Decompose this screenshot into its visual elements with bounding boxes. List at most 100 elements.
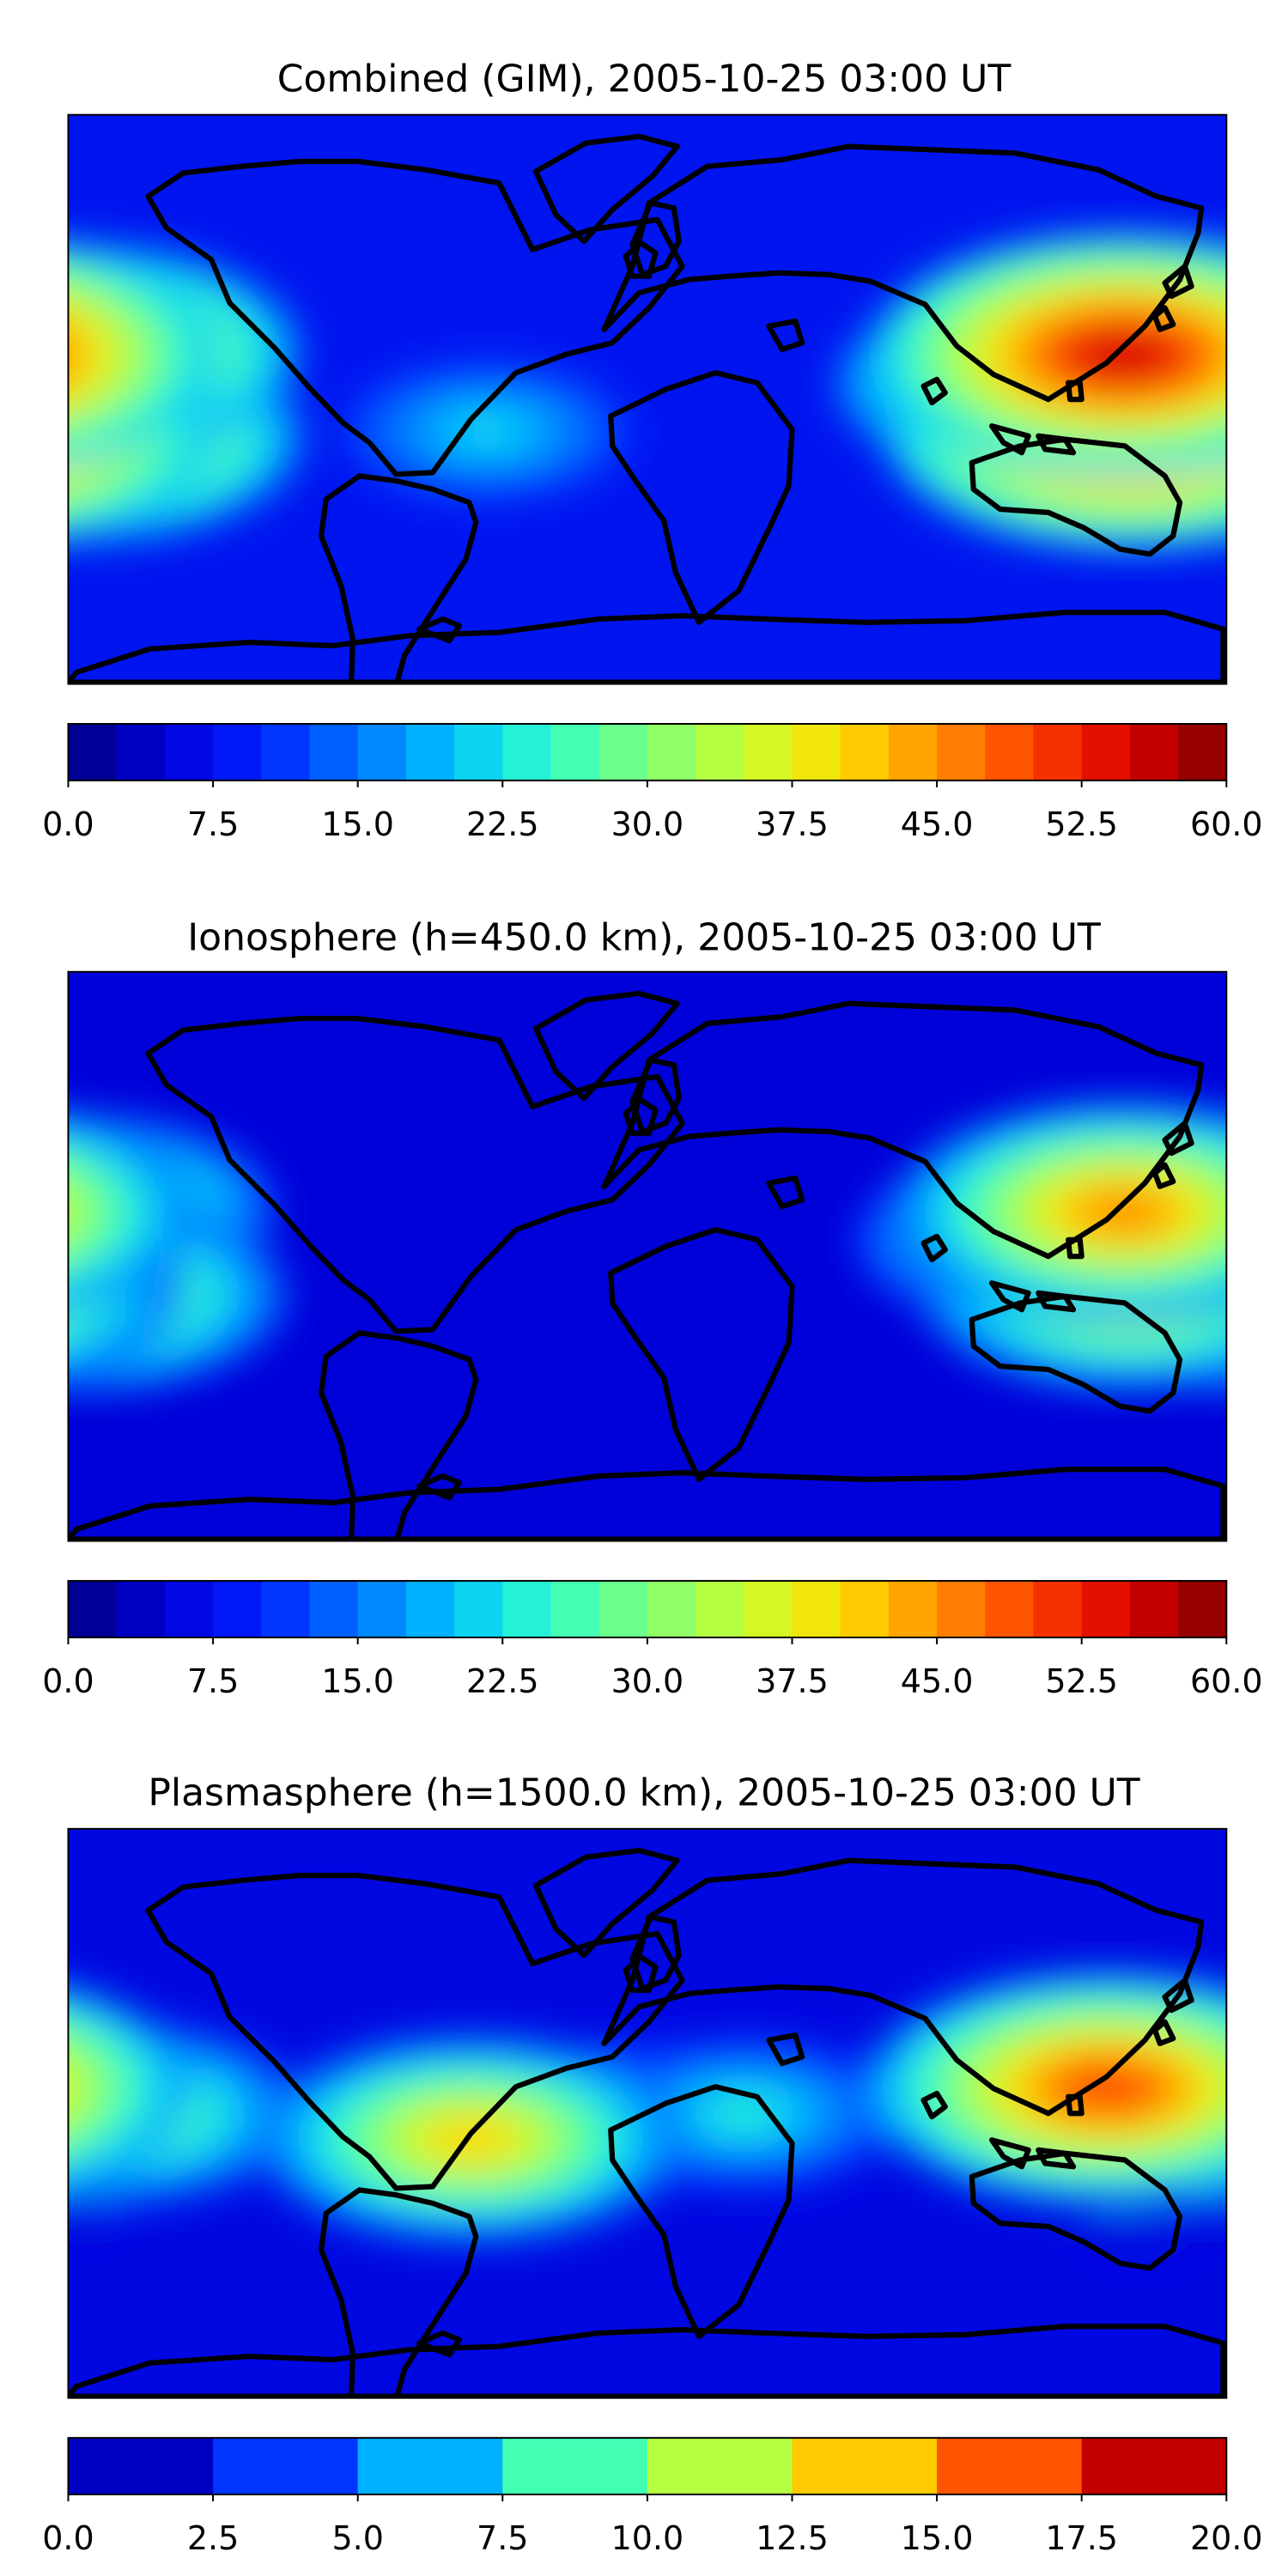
colorbar-segment <box>792 724 841 781</box>
colorbar-tick-label: 30.0 <box>611 805 684 843</box>
colorbar-segment <box>1129 1581 1179 1637</box>
colorbar-tick-label: 45.0 <box>901 805 974 843</box>
colorbar-segment <box>1081 724 1131 781</box>
heatmap-hotspot <box>1127 2235 1146 2245</box>
colorbar-segment <box>744 1581 793 1637</box>
colorbar-segment <box>454 1581 503 1637</box>
colorbar-segment <box>261 1581 311 1637</box>
colorbar-segment <box>1033 1581 1083 1637</box>
colorbar-segment <box>357 2438 503 2495</box>
colorbar-tick-label: 20.0 <box>1190 2519 1263 2557</box>
heatmap-field <box>68 114 1227 684</box>
colorbar-segment <box>309 724 359 781</box>
colorbar: 0.0 7.5 15.0 22.5 30.0 37.5 45.0 52.5 60.0 <box>42 1580 1263 1700</box>
colorbar-segment <box>840 724 890 781</box>
map-frame <box>67 113 1228 685</box>
colorbar-segment <box>647 2438 793 2495</box>
colorbar-tick-label: 12.5 <box>756 2519 829 2557</box>
heatmap-hotspot-wrap <box>68 337 76 374</box>
colorbar-segment <box>647 1581 696 1637</box>
colorbar-segment <box>68 2438 214 2495</box>
colorbar-segment <box>68 1581 118 1637</box>
colorbar-tick-label: 5.0 <box>331 2519 383 2557</box>
colorbar-tick-label: 7.5 <box>187 805 239 843</box>
colorbar-segment <box>598 1581 648 1637</box>
colorbar-segment <box>937 2438 1083 2495</box>
colorbar-frame <box>67 2437 1228 2496</box>
panel-title: Ionosphere (h=450.0 km), 2005-10-25 03:0… <box>187 916 1101 960</box>
heatmap-hotspot-wrap <box>68 1193 76 1231</box>
colorbar-segment <box>1178 724 1227 781</box>
colorbar-segment <box>213 724 262 781</box>
colorbar-segment <box>792 2438 938 2495</box>
colorbar: 0.0 7.5 15.0 22.5 30.0 37.5 45.0 52.5 60.0 <box>42 723 1263 843</box>
heatmap-hotspot <box>1063 2067 1151 2110</box>
heatmap-blobs <box>68 1971 1227 2265</box>
heatmap-hotspot-wrap <box>68 1283 69 1293</box>
colorbar-segment <box>937 724 986 781</box>
heatmap-hotspot-wrap <box>1195 2196 1227 2233</box>
colorbar-segment <box>1178 1581 1227 1637</box>
colorbar-tick-label: 0.0 <box>42 2519 94 2557</box>
heatmap-hotspot-wrap <box>68 320 91 390</box>
colorbar-tick-label: 22.5 <box>466 1662 539 1700</box>
heatmap-hotspot-wrap <box>68 363 73 404</box>
colorbar: 0.0 2.5 5.0 7.5 10.0 12.5 15.0 17.5 20.0 <box>42 2437 1263 2557</box>
panel-plasmasphere: Plasmasphere (h=1500.0 km), 2005-10-25 0… <box>42 1771 1263 2557</box>
colorbar-segment <box>550 724 600 781</box>
colorbar-segment <box>116 1581 166 1637</box>
colorbar-segment <box>696 724 744 781</box>
colorbar-tick-label: 60.0 <box>1190 805 1263 843</box>
map-frame <box>67 1827 1228 2399</box>
colorbar-segment <box>985 1581 1035 1637</box>
colorbar-segment <box>792 1581 841 1637</box>
colorbar-tick-label: 15.0 <box>321 805 394 843</box>
panel-ionosphere: Ionosphere (h=450.0 km), 2005-10-25 03:0… <box>42 916 1263 1700</box>
colorbar-segment <box>357 724 407 781</box>
colorbar-segment <box>888 1581 938 1637</box>
colorbar-tick-label: 30.0 <box>611 1662 684 1700</box>
colorbar-tick-label: 7.5 <box>187 1662 239 1700</box>
colorbar-tick-label: 52.5 <box>1045 805 1118 843</box>
heatmap-hotspot-wrap <box>68 2068 76 2109</box>
colorbar-segment <box>647 724 696 781</box>
colorbar-segment <box>840 1581 890 1637</box>
colorbar-tick-label: 52.5 <box>1045 1662 1118 1700</box>
colorbar-segment <box>164 1581 214 1637</box>
colorbar-segment <box>696 1581 744 1637</box>
heatmap-hotspot <box>68 2209 84 2220</box>
heatmap-hotspot <box>715 2099 773 2128</box>
colorbar-segment <box>744 724 793 781</box>
colorbar-segment <box>164 724 214 781</box>
colorbar-segment <box>405 1581 455 1637</box>
colorbar-segment <box>405 724 455 781</box>
colorbar-tick-label: 60.0 <box>1190 1662 1263 1700</box>
colorbar-tick-label: 7.5 <box>477 2519 528 2557</box>
colorbar-tick-label: 2.5 <box>187 2519 239 2557</box>
colorbar-segment <box>1033 724 1083 781</box>
heatmap-hotspot-wrap <box>68 1176 93 1249</box>
colorbar-tick-label: 37.5 <box>756 1662 829 1700</box>
colorbar-segment <box>598 724 648 781</box>
panel-combined-gim: Combined (GIM), 2005-10-25 03:00 UT 0.0 7.… <box>42 58 1263 843</box>
colorbar-segment <box>1129 724 1179 781</box>
colorbar-segment <box>454 724 503 781</box>
colorbar-tick-label: 0.0 <box>42 1662 94 1700</box>
heatmap-hotspot-wrap <box>68 2050 93 2126</box>
colorbar-tick-label: 0.0 <box>42 805 94 843</box>
colorbar-segment <box>888 724 938 781</box>
colorbar-segment <box>116 724 166 781</box>
colorbar-tick-label: 15.0 <box>901 2519 974 2557</box>
colorbar-tick-label: 37.5 <box>756 805 829 843</box>
colorbar-segment <box>68 724 118 781</box>
colorbar-segment <box>1081 1581 1131 1637</box>
colorbar-tick-label: 22.5 <box>466 805 539 843</box>
colorbar-segment <box>502 2438 648 2495</box>
colorbar-segment <box>502 724 552 781</box>
map-frame <box>67 970 1228 1542</box>
colorbar-tick-label: 10.0 <box>611 2519 684 2557</box>
heatmap-hotspot <box>460 418 513 444</box>
heatmap-blobs <box>68 233 1227 550</box>
colorbar-segment <box>261 724 311 781</box>
